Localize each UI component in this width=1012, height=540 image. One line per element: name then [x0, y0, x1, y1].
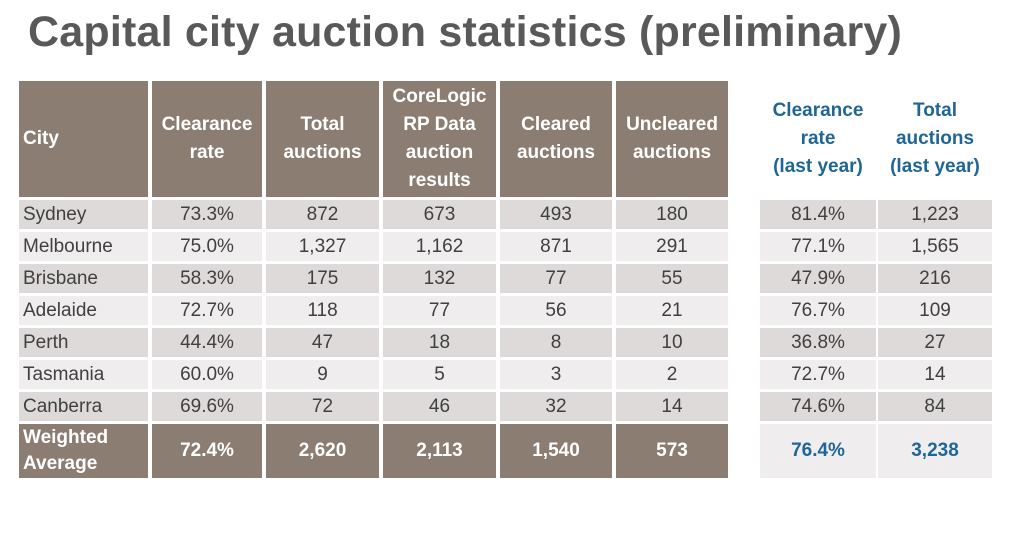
cell-corelogic-results: 132 [379, 261, 500, 296]
cell-city: Adelaide [15, 293, 152, 328]
col-header-city: City [15, 78, 152, 200]
cell-total-auctions-last-year: 216 [876, 261, 994, 296]
cell-clearance-rate: 75.0% [148, 229, 266, 264]
cell-total-auctions: 1,327 [262, 229, 383, 264]
cell-cleared: 493 [496, 197, 616, 232]
weighted-average-row: Weighted Average 72.4% 2,620 2,113 1,540 … [15, 421, 732, 481]
page-title: Capital city auction statistics (prelimi… [28, 8, 903, 56]
cell-clearance-rate-last-year: 76.7% [758, 293, 878, 328]
cell-uncleared: 2 [612, 357, 732, 392]
last-year-row: 81.4% 1,223 [758, 197, 994, 232]
cell-total-auctions: 9 [262, 357, 383, 392]
last-year-row: 47.9% 216 [758, 261, 994, 296]
cell-city: Perth [15, 325, 152, 360]
cell-clearance-rate-last-year: 47.9% [758, 261, 878, 296]
weighted-average-clearance-rate: 72.4% [148, 421, 266, 481]
weighted-average-label: Weighted Average [15, 421, 152, 481]
col-header-cleared-auctions: Cleared auctions [496, 78, 616, 200]
cell-clearance-rate-last-year: 72.7% [758, 357, 878, 392]
table-row: Canberra 69.6% 72 46 32 14 [15, 389, 732, 424]
cell-clearance-rate-last-year: 36.8% [758, 325, 878, 360]
cell-corelogic-results: 1,162 [379, 229, 500, 264]
cell-city: Sydney [15, 197, 152, 232]
cell-cleared: 3 [496, 357, 616, 392]
table-row: Sydney 73.3% 872 673 493 180 [15, 197, 732, 232]
cell-clearance-rate: 44.4% [148, 325, 266, 360]
cell-clearance-rate: 60.0% [148, 357, 266, 392]
cell-clearance-rate: 69.6% [148, 389, 266, 424]
col-header-total-auctions-last-year: Total auctions (last year) [876, 78, 994, 200]
last-year-header-row: Clearance rate (last year) Total auctions (l… [758, 78, 994, 200]
cell-total-auctions-last-year: 109 [876, 293, 994, 328]
weighted-average-cleared: 1,540 [496, 421, 616, 481]
cell-clearance-rate-last-year: 81.4% [758, 197, 878, 232]
cell-clearance-rate-last-year: 74.6% [758, 389, 878, 424]
cell-uncleared: 14 [612, 389, 732, 424]
last-year-table: Clearance rate (last year) Total auctions (l… [758, 78, 994, 481]
table-row: Brisbane 58.3% 175 132 77 55 [15, 261, 732, 296]
cell-total-auctions-last-year: 27 [876, 325, 994, 360]
cell-city: Brisbane [15, 261, 152, 296]
col-header-corelogic-results: CoreLogic RP Data auction results [379, 78, 500, 200]
table-row: Tasmania 60.0% 9 5 3 2 [15, 357, 732, 392]
cell-city: Canberra [15, 389, 152, 424]
cell-corelogic-results: 673 [379, 197, 500, 232]
cell-total-auctions: 872 [262, 197, 383, 232]
table-row: Melbourne 75.0% 1,327 1,162 871 291 [15, 229, 732, 264]
cell-total-auctions-last-year: 84 [876, 389, 994, 424]
cell-city: Melbourne [15, 229, 152, 264]
header-row: City Clearance rate Total auctions CoreLog… [15, 78, 732, 200]
last-year-row: 74.6% 84 [758, 389, 994, 424]
last-year-row: 72.7% 14 [758, 357, 994, 392]
weighted-average-total-auctions-last-year: 3,238 [876, 421, 994, 481]
last-year-row: 77.1% 1,565 [758, 229, 994, 264]
cell-total-auctions: 118 [262, 293, 383, 328]
cell-corelogic-results: 77 [379, 293, 500, 328]
cell-uncleared: 21 [612, 293, 732, 328]
cell-corelogic-results: 46 [379, 389, 500, 424]
col-header-total-auctions: Total auctions [262, 78, 383, 200]
cell-total-auctions-last-year: 1,565 [876, 229, 994, 264]
weighted-average-corelogic-results: 2,113 [379, 421, 500, 481]
cell-cleared: 56 [496, 293, 616, 328]
weighted-average-total-auctions: 2,620 [262, 421, 383, 481]
table-row: Adelaide 72.7% 118 77 56 21 [15, 293, 732, 328]
weighted-average-uncleared: 573 [612, 421, 732, 481]
auction-statistics-table: City Clearance rate Total auctions CoreLog… [15, 78, 732, 481]
cell-cleared: 871 [496, 229, 616, 264]
cell-uncleared: 10 [612, 325, 732, 360]
weighted-average-clearance-rate-last-year: 76.4% [758, 421, 878, 481]
cell-uncleared: 55 [612, 261, 732, 296]
cell-total-auctions-last-year: 1,223 [876, 197, 994, 232]
cell-corelogic-results: 5 [379, 357, 500, 392]
col-header-clearance-rate-last-year: Clearance rate (last year) [758, 78, 878, 200]
weighted-average-last-year-row: 76.4% 3,238 [758, 421, 994, 481]
table-row: Perth 44.4% 47 18 8 10 [15, 325, 732, 360]
cell-clearance-rate: 58.3% [148, 261, 266, 296]
cell-uncleared: 291 [612, 229, 732, 264]
cell-cleared: 8 [496, 325, 616, 360]
cell-city: Tasmania [15, 357, 152, 392]
cell-total-auctions: 175 [262, 261, 383, 296]
cell-clearance-rate: 73.3% [148, 197, 266, 232]
cell-total-auctions-last-year: 14 [876, 357, 994, 392]
last-year-row: 76.7% 109 [758, 293, 994, 328]
cell-total-auctions: 72 [262, 389, 383, 424]
col-header-clearance-rate: Clearance rate [148, 78, 266, 200]
cell-cleared: 32 [496, 389, 616, 424]
col-header-uncleared-auctions: Uncleared auctions [612, 78, 732, 200]
cell-clearance-rate: 72.7% [148, 293, 266, 328]
cell-clearance-rate-last-year: 77.1% [758, 229, 878, 264]
cell-total-auctions: 47 [262, 325, 383, 360]
cell-corelogic-results: 18 [379, 325, 500, 360]
cell-uncleared: 180 [612, 197, 732, 232]
cell-cleared: 77 [496, 261, 616, 296]
last-year-row: 36.8% 27 [758, 325, 994, 360]
